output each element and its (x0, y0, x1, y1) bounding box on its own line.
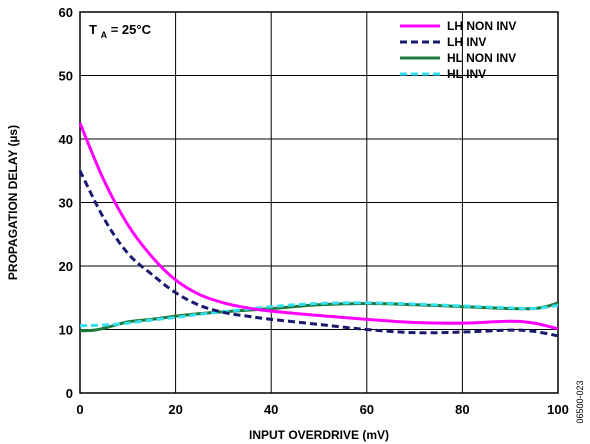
x-axis-title: INPUT OVERDRIVE (mV) (249, 428, 389, 442)
y-tick-label: 20 (59, 259, 73, 274)
y-tick-label: 50 (59, 69, 73, 84)
series-line-lh-inv (78, 170, 559, 338)
x-tick-label: 60 (360, 402, 374, 417)
annotation-subscript: A (101, 30, 108, 40)
legend-label-lh-inv: LH INV (447, 35, 486, 49)
x-tick-label: 80 (455, 402, 469, 417)
legend: LH NON INV LH INV HL NON INV HL INV (400, 19, 516, 81)
y-axis-title: PROPAGATION DELAY (µs) (6, 125, 20, 280)
series-line-hl-inv (79, 301, 559, 328)
y-tick-label: 60 (59, 5, 73, 20)
series-line-lh-non-inv (78, 122, 559, 331)
legend-label-lh-non-inv: LH NON INV (447, 19, 516, 33)
temperature-annotation: T A = 25°C (84, 18, 168, 41)
y-tick-label: 10 (59, 323, 73, 338)
figure-id: 06500-023 (575, 380, 585, 423)
annotation-text: T A = 25°C (89, 22, 152, 41)
annotation-rest: = 25°C (111, 22, 152, 37)
y-tick-label: 40 (59, 132, 73, 147)
annotation-main: T (89, 22, 97, 37)
x-tick-label: 20 (168, 402, 182, 417)
legend-label-hl-non-inv: HL NON INV (447, 51, 516, 65)
annotation-background (84, 18, 168, 40)
legend-label-hl-inv: HL INV (447, 67, 486, 81)
data-series (78, 122, 559, 338)
x-tick-label: 40 (264, 402, 278, 417)
x-tick-label: 100 (547, 402, 569, 417)
y-tick-label: 0 (66, 386, 73, 401)
y-tick-label: 30 (59, 196, 73, 211)
tick-labels: 0 20 40 60 80 100 0 10 20 30 40 50 60 (59, 5, 569, 417)
x-tick-label: 0 (76, 402, 83, 417)
plot-area-frame (79, 11, 559, 394)
